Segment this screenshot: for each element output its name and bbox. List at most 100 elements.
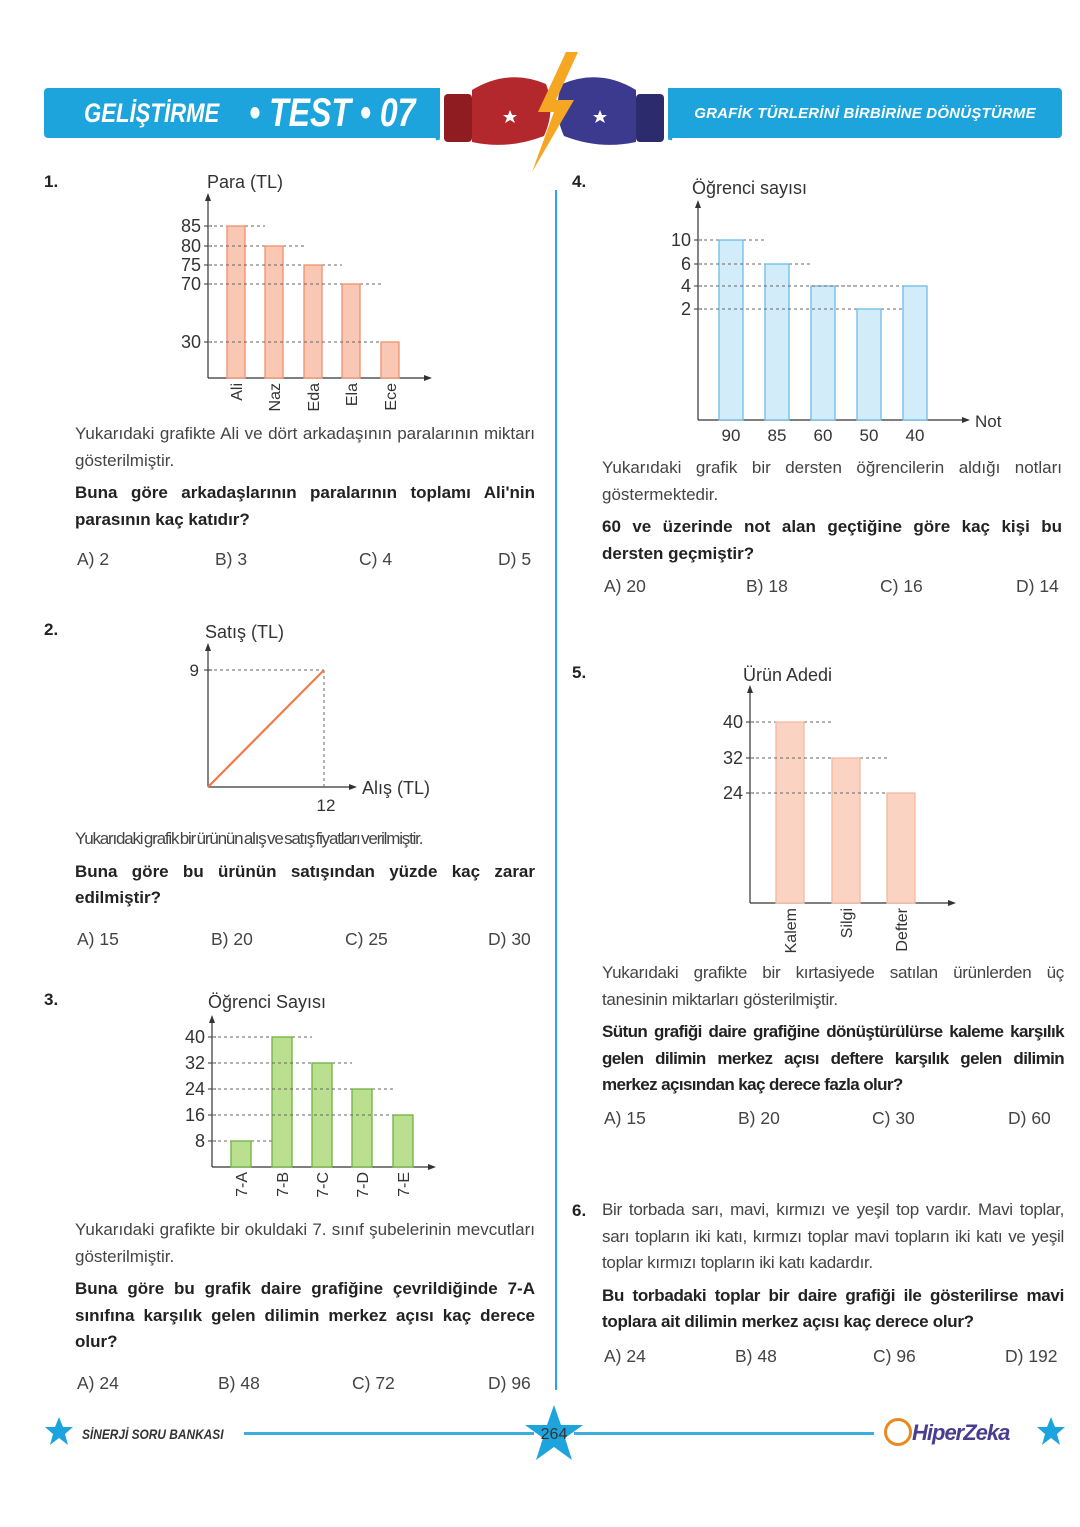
question-4-number: 4.: [572, 172, 587, 191]
question-4-option-a[interactable]: A) 20: [604, 576, 646, 596]
y-axis-arrow: [695, 200, 701, 208]
bar-60: [810, 285, 836, 421]
question-1-option-b[interactable]: B) 3: [215, 549, 248, 569]
y-tick-label: 16: [185, 1105, 205, 1125]
x-tick-label: 50: [860, 426, 879, 445]
bar-40: [902, 285, 928, 421]
bar-85: [764, 263, 790, 421]
question-5-prompt: Sütun grafiği daire grafiğine dönüştürül…: [602, 1022, 1065, 1094]
question-5-text: Yukarıdaki grafikte bir kırtasiyede satı…: [602, 963, 1064, 1009]
question-1-options: A) 2 B) 3 C) 4 D) 5: [75, 549, 535, 575]
question-3-option-c[interactable]: C) 72: [352, 1372, 395, 1393]
header-topic-band: GRAFİK TÜRLERİNİ BİRBİRİNE DÖNÜŞTÜRME: [668, 88, 1062, 138]
y-tick-label: 4: [681, 276, 691, 296]
x-tick-label: 40: [906, 426, 925, 445]
topic-title: GRAFİK TÜRLERİNİ BİRBİRİNE DÖNÜŞTÜRME: [694, 104, 1036, 122]
question-2-option-b[interactable]: B) 20: [211, 928, 253, 949]
question-3-option-d[interactable]: D) 96: [488, 1372, 531, 1393]
bar-90: [718, 239, 744, 421]
bar-7-E: [392, 1114, 414, 1168]
y-tick-label: 40: [185, 1027, 205, 1047]
bar-Ali: [226, 225, 246, 379]
question-3-options: A) 24 B) 48 C) 72 D) 96: [75, 1373, 535, 1399]
question-1-text: Yukarıdaki grafikte Ali ve dört arkadaşı…: [75, 424, 535, 470]
y-axis-label: Satış (TL): [205, 622, 284, 642]
y-tick-label: 70: [181, 274, 201, 294]
y-tick-label: 75: [181, 255, 201, 275]
y-tick-label: 6: [681, 254, 691, 274]
y-tick-label: 80: [181, 236, 201, 256]
bar-7-A: [230, 1140, 252, 1168]
footer-line-right: [574, 1432, 874, 1435]
bar-7-C: [311, 1062, 333, 1168]
question-5-option-b[interactable]: B) 20: [738, 1107, 780, 1128]
question-4-option-c[interactable]: C) 16: [880, 576, 923, 596]
question-1-number: 1.: [44, 172, 59, 191]
question-5: Yukarıdaki grafikte bir kırtasiyede satı…: [602, 960, 1065, 1134]
footer-star-left-icon: [45, 1417, 73, 1445]
x-tick-label: 7-B: [275, 1172, 292, 1197]
x-tick-label: 90: [722, 426, 741, 445]
y-tick-label: 32: [723, 748, 743, 768]
bar-Kalem: [775, 721, 805, 904]
page-number: 264: [540, 1426, 568, 1443]
x-tick-label: Ali: [229, 383, 246, 401]
question-1-option-c[interactable]: C) 4: [359, 549, 393, 569]
y-tick-label: 40: [723, 712, 743, 732]
bar-Naz: [264, 245, 284, 379]
x-tick-label: Silgi: [839, 908, 856, 938]
x-tick-label: Naz: [267, 383, 284, 411]
question-4-option-b[interactable]: B) 18: [746, 576, 788, 596]
question-4-text: Yukarıdaki grafik bir dersten öğrenciler…: [602, 458, 1062, 504]
x-axis-arrow: [962, 417, 970, 423]
x-tick-label: Ece: [383, 383, 400, 411]
test-title: • TEST • 07: [249, 90, 416, 135]
footer-line-left: [244, 1432, 534, 1435]
section-title: GELİŞTİRME: [84, 97, 220, 128]
y-axis-arrow: [205, 643, 211, 651]
x-axis-label: Alış (TL): [362, 778, 430, 798]
question-2-number: 2.: [44, 620, 59, 639]
question-4-prompt: 60 ve üzerinde not alan geçtiğine göre k…: [602, 517, 1062, 563]
y-tick-label: 24: [185, 1079, 205, 1099]
question-2-option-d[interactable]: D) 30: [488, 928, 531, 949]
y-tick-label: 30: [181, 332, 201, 352]
question-3-prompt: Buna göre bu grafik daire grafiğine çevr…: [75, 1279, 535, 1351]
question-3-option-a[interactable]: A) 24: [77, 1372, 119, 1393]
question-6-prompt: Bu torbadaki toplar bir daire grafiği il…: [602, 1285, 1064, 1332]
question-5-option-d[interactable]: D) 60: [1008, 1107, 1051, 1128]
question-3-text: Yukarıdaki grafikte bir okuldaki 7. sını…: [75, 1220, 535, 1266]
x-axis-arrow: [349, 784, 357, 790]
boxing-gloves-logo: [434, 52, 674, 172]
x-tick-label: 12: [317, 796, 336, 815]
question-6-option-a[interactable]: A) 24: [604, 1345, 646, 1366]
x-tick-label: 7-A: [234, 1172, 251, 1197]
y-tick-label: 8: [195, 1131, 205, 1151]
y-tick-label: 10: [671, 230, 691, 250]
question-6-options: A) 24 B) 48 C) 96 D) 192: [602, 1346, 1064, 1372]
question-5-option-a[interactable]: A) 15: [604, 1107, 646, 1128]
question-4-options: A) 20 B) 18 C) 16 D) 14: [602, 576, 1062, 602]
question-6-option-d[interactable]: D) 192: [1005, 1345, 1058, 1366]
question-4-option-d[interactable]: D) 14: [1016, 576, 1059, 596]
x-axis-arrow: [428, 1164, 436, 1170]
bar-50: [856, 308, 882, 421]
question-2-option-a[interactable]: A) 15: [77, 928, 119, 949]
question-2-option-c[interactable]: C) 25: [345, 928, 388, 949]
question-6-option-b[interactable]: B) 48: [735, 1345, 777, 1366]
bar-Eda: [303, 264, 323, 379]
question-5-options: A) 15 B) 20 C) 30 D) 60: [602, 1108, 1064, 1134]
brand-name: HiperZeka: [912, 1420, 1010, 1445]
question-1-option-a[interactable]: A) 2: [77, 549, 110, 569]
x-tick-label: 7-E: [396, 1172, 413, 1197]
question-5-option-c[interactable]: C) 30: [872, 1107, 915, 1128]
y-axis-label: Ürün Adedi: [743, 665, 832, 685]
question-6: Bir torbada sarı, mavi, kırmızı ve yeşil…: [602, 1197, 1064, 1372]
question-6-option-c[interactable]: C) 96: [873, 1345, 916, 1366]
y-axis-arrow: [747, 685, 753, 693]
question-1: Yukarıdaki grafikte Ali ve dört arkadaşı…: [75, 421, 535, 575]
bar-Defter: [886, 792, 916, 904]
question-1-option-d[interactable]: D) 5: [498, 549, 532, 569]
question-3-option-b[interactable]: B) 48: [218, 1372, 260, 1393]
